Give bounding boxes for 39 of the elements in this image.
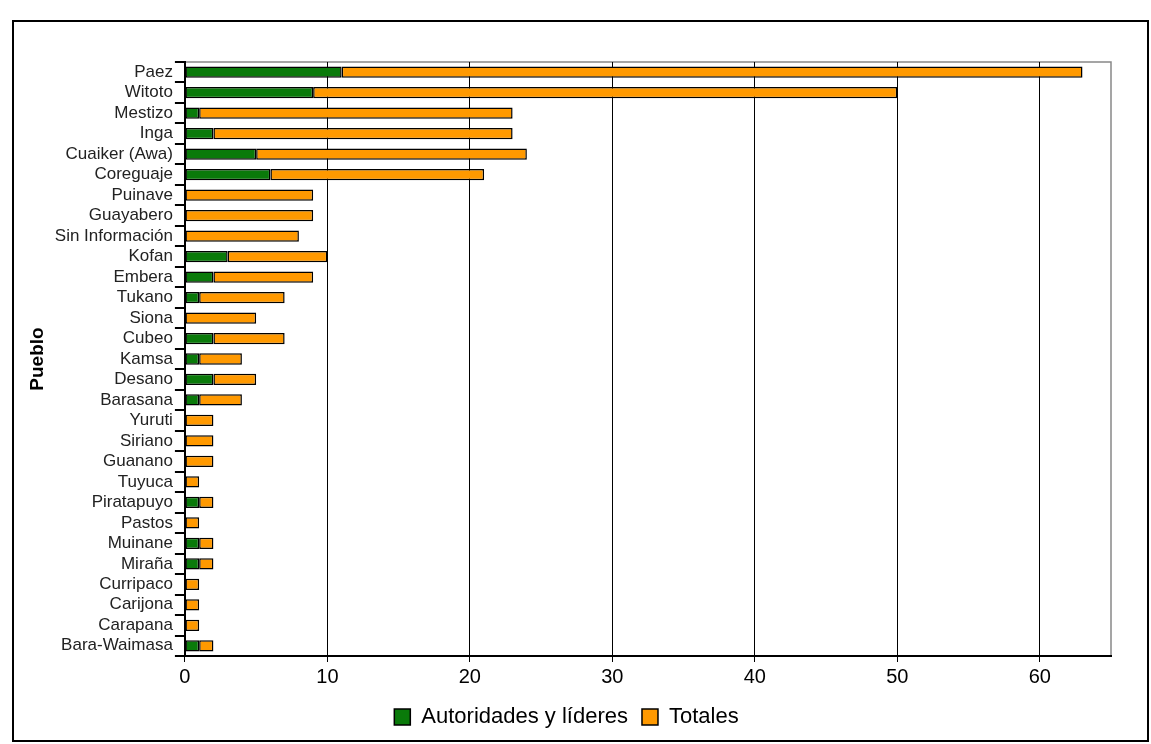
y-tick-label: Curripaco xyxy=(99,574,173,593)
x-tick-label: 40 xyxy=(743,664,766,687)
y-tick-label: Tuyuca xyxy=(117,471,174,491)
y-tick-label: Carijona xyxy=(109,594,174,614)
y-tick-label: Miraña xyxy=(120,553,174,573)
x-tick-label: 10 xyxy=(316,664,339,687)
y-tick-label: Coreguaje xyxy=(94,164,173,184)
y-tick-label: Guayabero xyxy=(88,205,173,225)
y-tick-label: Bara-Waimasa xyxy=(61,635,174,655)
y-tick-label: Cubeo xyxy=(122,328,173,348)
y-axis-title: Pueblo xyxy=(25,327,47,391)
y-tick-label: Cuaiker (Awa) xyxy=(65,143,173,163)
y-tick-label: Desano xyxy=(114,369,173,389)
y-tick-label: Guanano xyxy=(102,451,173,471)
y-tick-label: Sin Información xyxy=(54,225,173,245)
y-tick-label: Embera xyxy=(113,266,174,286)
legend-label: Totales xyxy=(668,703,739,729)
x-tick-label: 60 xyxy=(1028,664,1051,687)
y-tick-label: Tukano xyxy=(116,287,173,307)
y-tick-label: Siriano xyxy=(119,430,173,450)
y-tick-label: Kamsa xyxy=(119,348,174,368)
y-tick-label: Mestizo xyxy=(114,102,173,122)
x-tick-label: 50 xyxy=(886,664,909,687)
y-tick-label: Paez xyxy=(134,61,173,81)
y-tick-label: Witoto xyxy=(124,82,173,102)
y-tick-label: Carapana xyxy=(98,614,174,634)
y-tick-label: Barasana xyxy=(100,389,174,409)
y-tick-label: Inga xyxy=(139,123,174,143)
y-tick-label: Kofan xyxy=(128,246,173,266)
y-tick-label: Piratapuyo xyxy=(91,492,173,512)
legend-label: Autoridades y líderes xyxy=(421,703,628,729)
y-tick-label: Siona xyxy=(129,307,174,327)
x-tick-label: 30 xyxy=(601,664,624,687)
y-tick-label: Puinave xyxy=(111,184,173,204)
y-tick-label: Pastos xyxy=(120,512,173,532)
x-tick-label: 0 xyxy=(179,664,191,687)
y-tick-label: Muinane xyxy=(107,533,173,553)
y-tick-label: Yuruti xyxy=(129,410,173,430)
x-tick-label: 20 xyxy=(458,664,481,687)
